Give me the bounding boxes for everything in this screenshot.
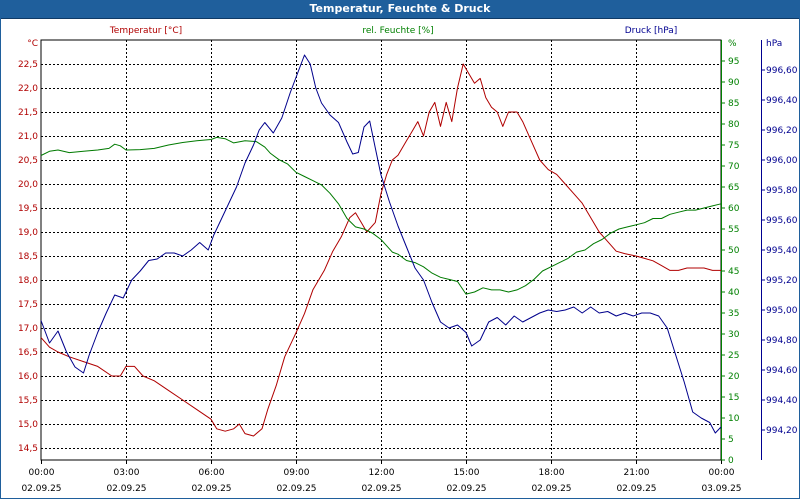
humidity-tick-label: 50 [728,246,740,256]
temperature-tick-label: 16,0 [18,372,38,382]
temperature-unit-label: °C [27,39,38,49]
chart-svg: 00:00 02.09.25 03:00 02.09.25 06:00 02.09.25 0… [18,26,798,494]
temperature-tick-label: 14,5 [18,444,38,454]
humidity-axis-label: rel. Feuchte [%] [362,26,433,36]
temperature-tick-label: 19,0 [18,228,38,238]
temperature-series-line [40,63,721,437]
humidity-tick-label: 0 [728,456,734,466]
temperature-tick-label: 22,5 [18,60,38,70]
x-tick-date: 02.09.25 [616,484,656,494]
humidity-tick-label: 55 [728,225,739,235]
x-tick-date: 02.09.25 [106,484,146,494]
pressure-tick-label: 994,60 [766,366,798,376]
pressure-tick-label: 995,00 [766,306,798,316]
x-tick-date: 02.09.25 [21,484,61,494]
humidity-tick-label: 45 [728,267,739,277]
temperature-tick-label: 19,5 [18,204,38,214]
x-tick-time: 00:00 [709,468,735,478]
humidity-tick-label: 85 [728,99,739,109]
temperature-tick-label: 15,0 [18,420,38,430]
pressure-tick-label: 994,20 [766,426,798,436]
pressure-tick-label: 996,00 [766,156,798,166]
x-tick-date: 02.09.25 [276,484,316,494]
x-tick-time: 00:00 [29,468,55,478]
x-tick-time: 09:00 [284,468,310,478]
temperature-tick-label: 16,5 [18,348,38,358]
humidity-tick-label: 25 [728,351,739,361]
humidity-tick-label: 60 [728,204,740,214]
humidity-unit-label: % [728,39,737,49]
chart-title-bar: Temperatur, Feuchte & Druck [0,0,800,19]
pressure-tick-label: 996,60 [766,66,798,76]
temperature-tick-label: 15,5 [18,396,38,406]
humidity-tick-label: 80 [728,120,740,130]
pressure-tick-label: 995,60 [766,216,798,226]
pressure-tick-label: 995,80 [766,186,798,196]
temperature-axis-label: Temperatur [°C] [109,26,182,36]
temperature-tick-label: 20,0 [18,180,38,190]
humidity-tick-label: 90 [728,78,740,88]
humidity-tick-label: 65 [728,183,739,193]
temperature-tick-label: 22,0 [18,84,38,94]
x-tick-date: 02.09.25 [191,484,231,494]
humidity-tick-label: 30 [728,330,740,340]
pressure-unit-label: hPa [766,39,782,49]
humidity-tick-label: 20 [728,372,740,382]
chart-frame: 00:00 02.09.25 03:00 02.09.25 06:00 02.09.25 0… [0,18,800,499]
x-tick-time: 06:00 [199,468,225,478]
temperature-tick-label: 17,0 [18,324,38,334]
temperature-tick-label: 18,5 [18,252,38,262]
pressure-tick-label: 994,40 [766,396,798,406]
x-tick-time: 12:00 [369,468,395,478]
pressure-axis-label: Druck [hPa] [625,26,678,36]
humidity-tick-label: 5 [728,435,734,445]
pressure-tick-label: 996,20 [766,126,798,136]
temperature-tick-label: 18,0 [18,276,38,286]
temperature-tick-label: 21,0 [18,132,38,142]
temperature-tick-label: 21,5 [18,108,38,118]
humidity-tick-label: 35 [728,309,739,319]
x-tick-date: 02.09.25 [361,484,401,494]
x-tick-time: 18:00 [539,468,565,478]
humidity-tick-label: 15 [728,393,739,403]
pressure-tick-label: 996,40 [766,96,798,106]
pressure-tick-label: 995,20 [766,276,798,286]
x-tick-time: 03:00 [114,468,140,478]
temperature-tick-label: 20,5 [18,156,38,166]
humidity-tick-label: 70 [728,162,740,172]
x-tick-time: 21:00 [624,468,650,478]
humidity-tick-label: 75 [728,141,739,151]
humidity-series-line [40,136,722,295]
x-tick-time: 15:00 [454,468,480,478]
pressure-tick-label: 995,40 [766,246,798,256]
x-tick-date: 03.09.25 [701,484,741,494]
humidity-tick-label: 10 [728,414,740,424]
humidity-tick-label: 40 [728,288,740,298]
chart-title: Temperatur, Feuchte & Druck [309,2,491,15]
pressure-tick-label: 994,80 [766,336,798,346]
temperature-tick-label: 17,5 [18,300,38,310]
pressure-series-line [40,54,722,434]
humidity-tick-label: 95 [728,57,739,67]
x-tick-date: 02.09.25 [531,484,571,494]
x-tick-date: 02.09.25 [446,484,486,494]
